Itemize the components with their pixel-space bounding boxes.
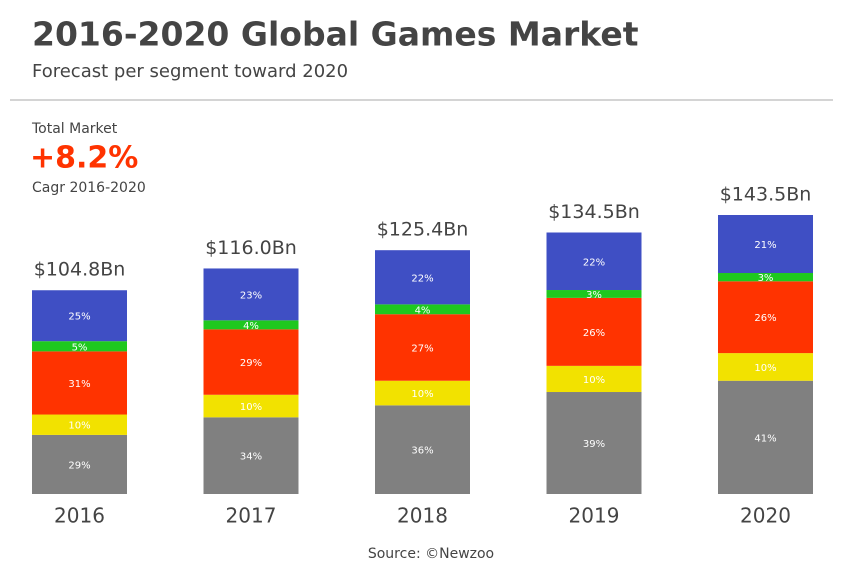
bar-segment xyxy=(375,380,470,406)
bar-segment xyxy=(718,353,813,381)
bar-segment xyxy=(203,329,299,395)
x-tick-label: 2017 xyxy=(226,504,277,528)
segment-label: 5% xyxy=(72,342,88,353)
bar-segment xyxy=(32,414,127,435)
bar-segment xyxy=(546,365,642,393)
segment-label: 22% xyxy=(411,273,433,284)
bar-segment xyxy=(375,250,470,305)
chart-title: 2016-2020 Global Games Market xyxy=(32,15,639,54)
x-tick-label: 2020 xyxy=(740,504,791,528)
annotation-value: +8.2% xyxy=(30,141,138,176)
bar-segment xyxy=(546,232,642,291)
segment-label: 29% xyxy=(68,460,90,471)
segment-label: 26% xyxy=(583,328,605,339)
segment-label: 3% xyxy=(586,290,602,301)
bar-segment xyxy=(32,434,127,494)
bar-segment xyxy=(718,281,813,354)
bar-segment xyxy=(203,320,299,330)
segment-label: 27% xyxy=(411,343,433,354)
bar-segment xyxy=(203,394,299,418)
bar-segment xyxy=(546,392,642,494)
segment-label: 23% xyxy=(240,290,262,301)
segment-label: 31% xyxy=(68,379,90,390)
segment-label: 39% xyxy=(583,439,605,450)
x-tick-label: 2016 xyxy=(54,504,105,528)
total-label: $116.0Bn xyxy=(205,237,297,259)
bar-segment xyxy=(32,351,127,415)
segment-label: 4% xyxy=(243,321,259,332)
segment-label: 10% xyxy=(240,402,262,413)
segment-label: 25% xyxy=(68,312,90,323)
bar-segment xyxy=(718,215,813,274)
bar-segment xyxy=(718,273,813,282)
segment-label: 41% xyxy=(754,433,776,444)
total-label: $134.5Bn xyxy=(548,201,640,223)
x-tick-label: 2019 xyxy=(569,504,620,528)
annotation-note: Cagr 2016-2020 xyxy=(32,180,146,196)
bar-segment xyxy=(32,341,127,352)
segment-label: 10% xyxy=(68,421,90,432)
segment-label: 10% xyxy=(411,389,433,400)
annotation-heading: Total Market xyxy=(31,121,118,137)
segment-label: 21% xyxy=(754,240,776,251)
bar-segment xyxy=(546,290,642,298)
chart-subtitle: Forecast per segment toward 2020 xyxy=(32,61,348,82)
total-label: $125.4Bn xyxy=(377,219,469,241)
bar-segment xyxy=(375,405,470,494)
bar-segment xyxy=(375,304,470,315)
segment-label: 26% xyxy=(754,313,776,324)
bar-segment xyxy=(32,290,127,342)
total-label: $104.8Bn xyxy=(34,259,126,281)
segment-label: 36% xyxy=(411,446,433,457)
bar-segment xyxy=(203,268,299,321)
bar-segment xyxy=(375,314,470,381)
source: Source: ©Newzoo xyxy=(368,546,494,562)
segment-label: 3% xyxy=(758,273,774,284)
bar-segment xyxy=(546,297,642,366)
x-tick-label: 2018 xyxy=(397,504,448,528)
segment-label: 10% xyxy=(754,363,776,374)
segment-label: 22% xyxy=(583,257,605,268)
total-label: $143.5Bn xyxy=(720,184,812,206)
segment-label: 29% xyxy=(240,358,262,369)
bar-segment xyxy=(718,380,813,494)
bar-segment xyxy=(203,417,299,494)
segment-label: 10% xyxy=(583,375,605,386)
segment-label: 4% xyxy=(415,305,431,316)
segment-label: 34% xyxy=(240,452,262,463)
